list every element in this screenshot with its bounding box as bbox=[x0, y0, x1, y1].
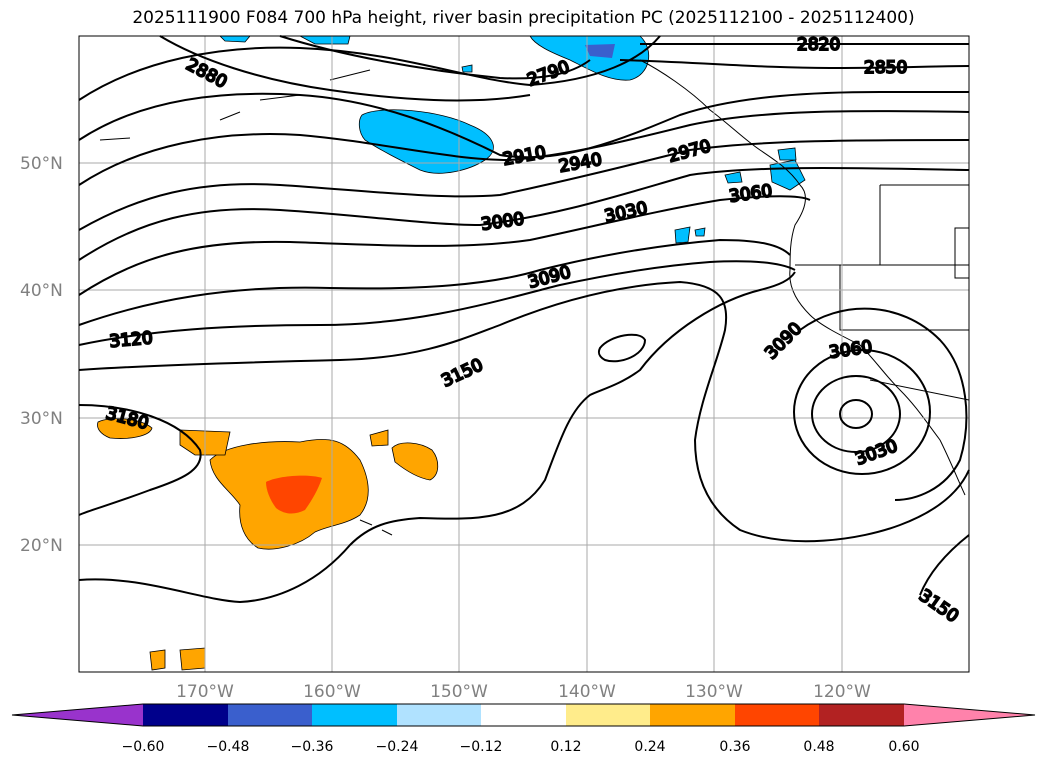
colorbar-swatch bbox=[312, 704, 397, 726]
lon-label: 150°W bbox=[430, 682, 488, 702]
precip-darkblue-1 bbox=[585, 44, 615, 58]
colorbar-tick: 0.12 bbox=[550, 739, 581, 755]
precip-orange-5 bbox=[369, 429, 389, 447]
colorbar-tick: −0.36 bbox=[291, 739, 334, 755]
precip-blue-5 bbox=[461, 64, 473, 73]
precip-orange-4 bbox=[391, 442, 439, 481]
contour-2880 bbox=[159, 35, 531, 102]
lon-label: 120°W bbox=[813, 682, 871, 702]
colorbar-swatch bbox=[819, 704, 904, 726]
contour-3090 bbox=[78, 260, 796, 346]
precip-blue-2 bbox=[529, 35, 649, 81]
colorbar-tick: 0.60 bbox=[888, 739, 919, 755]
contour-3180 bbox=[78, 404, 202, 516]
contour-low-2 bbox=[811, 375, 901, 453]
precip-blue-9 bbox=[674, 226, 691, 244]
colorbar-swatch bbox=[566, 704, 650, 726]
colorbar-swatch bbox=[143, 704, 228, 726]
lon-label: 160°W bbox=[303, 682, 361, 702]
precip-blue-6 bbox=[724, 171, 743, 184]
colorbar: −0.60 −0.48 −0.36 −0.24 −0.12 0.12 0.24 … bbox=[11, 703, 1036, 755]
lat-label: 40°N bbox=[20, 281, 63, 301]
colorbar-extend-low bbox=[12, 704, 143, 726]
hawaii-islands bbox=[359, 519, 393, 536]
precip-blue-10 bbox=[694, 227, 706, 237]
border-state-3 bbox=[839, 265, 969, 331]
contour-3030 bbox=[78, 195, 811, 296]
contour-label: 2820 bbox=[797, 35, 840, 55]
north-america-coast bbox=[639, 59, 966, 496]
precip-blue-8 bbox=[777, 147, 797, 161]
map-title: 2025111900 F084 700 hPa height, river ba… bbox=[132, 8, 915, 28]
graticule bbox=[79, 36, 969, 672]
map-frame bbox=[78, 35, 970, 673]
colorbar-tick: −0.24 bbox=[376, 739, 419, 755]
contour-2850 bbox=[619, 59, 970, 70]
colorbar-tick: 0.36 bbox=[719, 739, 750, 755]
colorbar-swatch bbox=[228, 704, 312, 726]
lon-labels: 170°W 160°W 150°W 140°W 130°W 120°W bbox=[176, 682, 871, 702]
contour-low-4 bbox=[799, 307, 968, 501]
colorbar-tick: 0.48 bbox=[803, 739, 834, 755]
border-mexico bbox=[869, 379, 970, 401]
colorbar-tick: −0.48 bbox=[207, 739, 250, 755]
contour-2970 bbox=[78, 139, 970, 231]
contour-3150-se bbox=[919, 534, 970, 596]
contour-north bbox=[78, 35, 661, 101]
lat-labels: 50°N 40°N 30°N 20°N bbox=[20, 154, 63, 556]
aleutian-islands bbox=[99, 69, 371, 141]
contour-2940 bbox=[78, 110, 970, 186]
contour-label: 2850 bbox=[864, 58, 907, 78]
colorbar-swatch bbox=[735, 704, 819, 726]
lon-label: 140°W bbox=[558, 682, 616, 702]
contour-label: 3120 bbox=[109, 328, 154, 352]
contour-3000 bbox=[78, 166, 970, 261]
lat-label: 50°N bbox=[20, 154, 63, 174]
colorbar-extend-high bbox=[904, 704, 1035, 726]
lon-label: 170°W bbox=[176, 682, 234, 702]
colorbar-tick: −0.12 bbox=[460, 739, 503, 755]
contour-high-center bbox=[597, 333, 647, 363]
colorbar-tick: 0.24 bbox=[634, 739, 665, 755]
colorbar-outline bbox=[11, 703, 1036, 727]
contour-3060 bbox=[78, 238, 791, 326]
colorbar-swatch bbox=[397, 704, 481, 726]
precip-orange-6 bbox=[179, 647, 206, 671]
contour-low-inner bbox=[839, 399, 873, 429]
contour-low-3 bbox=[793, 349, 931, 475]
precip-shading bbox=[97, 35, 806, 671]
coastlines bbox=[99, 59, 970, 536]
colorbar-swatch bbox=[481, 704, 566, 726]
colorbar-tick: −0.60 bbox=[122, 739, 165, 755]
colorbar-swatch bbox=[650, 704, 735, 726]
precip-orange-7 bbox=[149, 649, 166, 671]
lon-label: 130°W bbox=[685, 682, 743, 702]
precip-orange-2 bbox=[97, 418, 153, 439]
precip-red-1 bbox=[266, 475, 322, 514]
contour-3150 bbox=[78, 271, 796, 604]
lat-label: 20°N bbox=[20, 536, 63, 556]
lat-label: 30°N bbox=[20, 409, 63, 429]
